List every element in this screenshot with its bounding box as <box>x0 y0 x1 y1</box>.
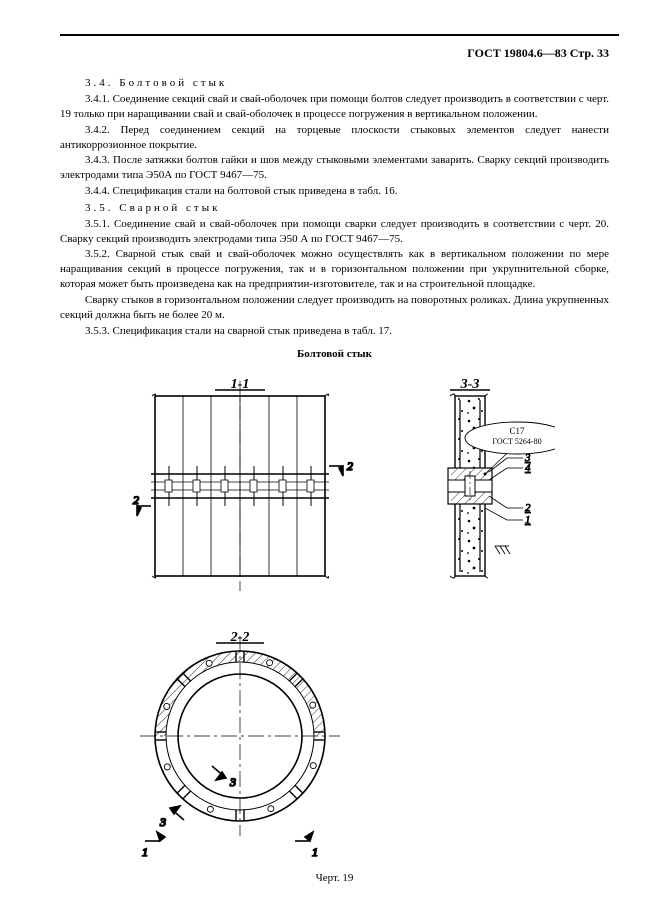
cut-2-right: 2 <box>347 459 353 473</box>
document-id: ГОСТ 19804.6—83 Стр. 33 <box>60 45 609 61</box>
para-weld: Сварку стыков в горизонтальном положении… <box>60 293 609 323</box>
callout-4: 4 <box>525 462 531 474</box>
view-3-3: 3-3 С17 ГОСТ 52 <box>448 377 555 578</box>
para-341: 3.4.1. Соединение секций свай и свай-обо… <box>60 92 609 122</box>
heading-3-4: 3.4. Болтовой стык <box>60 76 609 91</box>
para-352: 3.5.2. Сварной стык свай и свай-оболочек… <box>60 247 609 292</box>
cut-2-left: 2 <box>133 493 139 507</box>
view-1-1: 1-1 <box>133 377 353 591</box>
engineering-drawing: 1-1 <box>115 366 555 866</box>
para-353: 3.5.3. Спецификация стали на сварной сты… <box>60 324 609 339</box>
diagram-container: 1-1 <box>60 366 609 866</box>
para-351: 3.5.1. Соединение свай и свай-оболочек п… <box>60 217 609 247</box>
para-343: 3.4.3. После затяжки болтов гайки и шов … <box>60 153 609 183</box>
cut-1-b: 1 <box>312 845 318 859</box>
cut-1-a: 1 <box>142 845 148 859</box>
diagram-title: Болтовой стык <box>60 347 609 362</box>
balloon-line2: ГОСТ 5264-80 <box>492 437 541 446</box>
cut-3-b: 3 <box>159 815 166 829</box>
header-rule <box>60 34 619 36</box>
body-text: 3.4. Болтовой стык 3.4.1. Соединение сек… <box>60 76 609 338</box>
heading-3-5: 3.5. Сварной стык <box>60 201 609 216</box>
para-342: 3.4.2. Перед соединением секций на торце… <box>60 123 609 153</box>
callout-2: 2 <box>525 502 531 514</box>
callout-1: 1 <box>525 514 531 526</box>
para-344: 3.4.4. Спецификация стали на болтовой ст… <box>60 184 609 199</box>
balloon-line1: С17 <box>509 426 525 436</box>
diagram-caption: Черт. 19 <box>60 871 609 886</box>
view-2-2: 2-2 <box>140 630 340 859</box>
cut-3-a: 3 <box>229 775 236 789</box>
